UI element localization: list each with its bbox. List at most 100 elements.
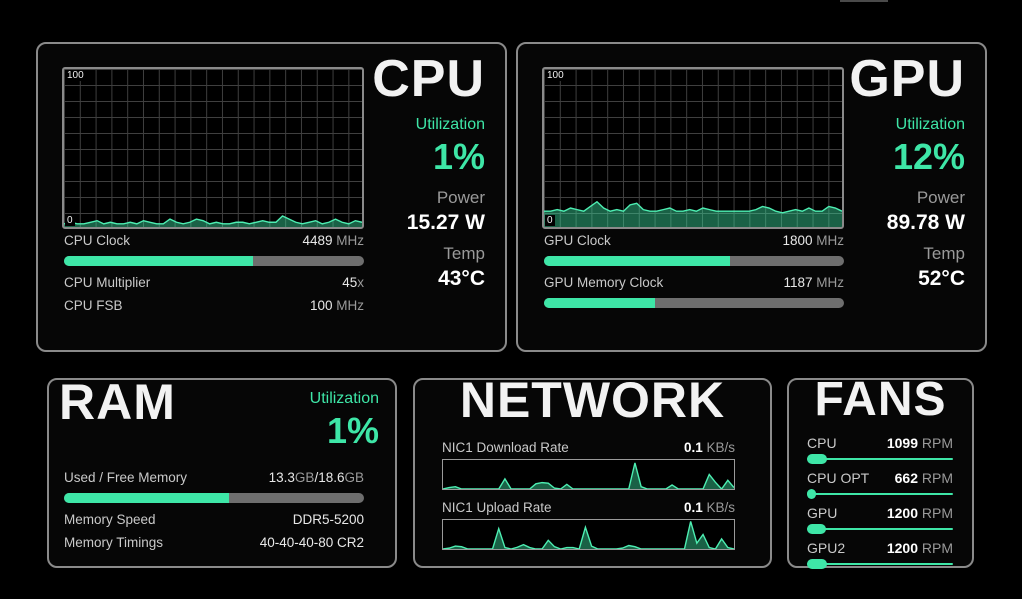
ram-utilization-label: Utilization bbox=[309, 390, 379, 407]
fan-gpu2-row: GPU2 1200 RPM bbox=[807, 540, 953, 556]
cpu-clock-row: CPU Clock 4489 MHz bbox=[64, 233, 364, 248]
network-panel-title: NETWORK bbox=[459, 372, 726, 428]
cpu-clock-bar-fill bbox=[64, 256, 253, 266]
gpu-graph-ymin-label: 0 bbox=[545, 215, 555, 226]
fan-cpu-slider-handle[interactable] bbox=[807, 454, 828, 464]
fan-gpu-row: GPU 1200 RPM bbox=[807, 505, 953, 521]
fan-item-gpu: GPU 1200 RPM bbox=[807, 505, 953, 534]
gpu-memory-clock-bar bbox=[544, 298, 844, 308]
cpu-utilization-sparkline bbox=[64, 69, 362, 227]
ram-usage-bar-fill bbox=[64, 493, 229, 503]
fan-item-cpu-opt: CPU OPT 662 RPM bbox=[807, 470, 953, 499]
cpu-panel: 100 0 CPU Utilization 1% Power 15.27 W T… bbox=[36, 42, 507, 352]
gpu-clock-value: 1800 MHz bbox=[782, 233, 844, 248]
nic1-download-sparkline bbox=[443, 460, 734, 489]
gpu-temp-value: 52°C bbox=[918, 267, 965, 290]
gpu-clock-row: GPU Clock 1800 MHz bbox=[544, 233, 844, 248]
cpu-power-label: Power bbox=[436, 188, 485, 207]
cpu-temp-value: 43°C bbox=[438, 267, 485, 290]
cpu-clock-label: CPU Clock bbox=[64, 233, 131, 248]
nic1-download-label: NIC1 Download Rate bbox=[442, 440, 569, 455]
ram-used-free-row: Used / Free Memory 13.3GB/18.6GB bbox=[64, 470, 364, 485]
ram-timings-value: 40-40-40-80 CR2 bbox=[259, 535, 364, 550]
fan-gpu-label: GPU bbox=[807, 505, 838, 521]
cpu-detail-rows: CPU Clock 4489 MHz CPU Multiplier 45x CP… bbox=[64, 233, 364, 321]
cpu-multiplier-label: CPU Multiplier bbox=[64, 275, 151, 290]
fan-gpu2-rpm: 1200 RPM bbox=[886, 540, 953, 556]
cpu-graph-ymax-label: 100 bbox=[65, 70, 86, 81]
cpu-stats-column: CPU Utilization 1% Power 15.27 W Temp 43… bbox=[372, 52, 485, 300]
ram-usage-bar bbox=[64, 493, 364, 503]
fan-list: CPU 1099 RPM CPU OPT 662 RPM bbox=[807, 435, 953, 575]
gpu-power-label: Power bbox=[916, 188, 965, 207]
cpu-fsb-row: CPU FSB 100 MHz bbox=[64, 298, 364, 313]
fan-gpu-slider[interactable] bbox=[807, 524, 953, 534]
ram-utilization-value: 1% bbox=[326, 410, 379, 451]
ram-speed-value: DDR5-5200 bbox=[292, 512, 364, 527]
fan-gpu2-label: GPU2 bbox=[807, 540, 846, 556]
nic1-upload-rate: 0.1 KB/s bbox=[683, 500, 735, 515]
cpu-clock-bar bbox=[64, 256, 364, 266]
cpu-temp-label: Temp bbox=[443, 244, 485, 263]
fan-cpu-slider[interactable] bbox=[807, 454, 953, 464]
ram-timings-label: Memory Timings bbox=[64, 535, 164, 550]
fan-cpu-opt-row: CPU OPT 662 RPM bbox=[807, 470, 953, 486]
nic1-upload-sparkline bbox=[443, 520, 734, 549]
gpu-graph-ymax-label: 100 bbox=[545, 70, 566, 81]
fan-gpu-rpm: 1200 RPM bbox=[886, 505, 953, 521]
ram-used-free-label: Used / Free Memory bbox=[64, 470, 188, 485]
ram-utilization-block: Utilization 1% bbox=[310, 390, 379, 462]
fan-cpu-opt-slider-handle[interactable] bbox=[807, 489, 816, 499]
gpu-clock-bar bbox=[544, 256, 844, 266]
nic1-download-graph bbox=[442, 459, 735, 490]
network-panel: NETWORK NIC1 Download Rate 0.1 KB/s NIC1… bbox=[413, 372, 772, 568]
fan-gpu-slider-handle[interactable] bbox=[807, 524, 826, 534]
fans-panel: FANS CPU 1099 RPM CPU OPT 662 RPM bbox=[787, 373, 974, 569]
cpu-clock-value: 4489 MHz bbox=[302, 233, 364, 248]
nic1-upload-graph bbox=[442, 519, 735, 550]
gpu-utilization-label: Utilization bbox=[895, 116, 965, 133]
nic1-download-rate: 0.1 KB/s bbox=[683, 440, 735, 455]
gpu-memory-clock-bar-fill bbox=[544, 298, 655, 308]
cpu-utilization-label: Utilization bbox=[415, 116, 485, 133]
gpu-utilization-sparkline bbox=[544, 69, 842, 227]
fan-cpu-rpm: 1099 RPM bbox=[886, 435, 953, 451]
nic1-upload-label: NIC1 Upload Rate bbox=[442, 500, 552, 515]
gpu-detail-rows: GPU Clock 1800 MHz GPU Memory Clock 1187… bbox=[544, 233, 844, 317]
cpu-power-value: 15.27 W bbox=[406, 211, 485, 234]
ram-used-free-value: 13.3GB/18.6GB bbox=[268, 470, 364, 485]
cpu-graph-ymin-label: 0 bbox=[65, 215, 75, 226]
gpu-panel: 100 0 GPU Utilization 12% Power 89.78 W … bbox=[516, 42, 987, 352]
fan-cpu-row: CPU 1099 RPM bbox=[807, 435, 953, 451]
fan-gpu-slider-track bbox=[807, 528, 953, 530]
gpu-temp-label: Temp bbox=[923, 244, 965, 263]
gpu-clock-label: GPU Clock bbox=[544, 233, 611, 248]
ram-panel: RAM Utilization 1% Used / Free Memory 13… bbox=[47, 374, 397, 568]
ram-panel-title: RAM bbox=[59, 374, 176, 430]
cpu-fsb-value: 100 MHz bbox=[309, 298, 364, 313]
fan-cpu-slider-track bbox=[807, 458, 953, 460]
cpu-multiplier-value: 45x bbox=[342, 275, 364, 290]
gpu-panel-title: GPU bbox=[849, 50, 965, 108]
gpu-clock-bar-fill bbox=[544, 256, 730, 266]
cpu-panel-title: CPU bbox=[372, 50, 485, 108]
fan-gpu2-slider-handle[interactable] bbox=[807, 559, 828, 569]
fan-gpu2-slider[interactable] bbox=[807, 559, 953, 569]
cpu-utilization-graph: 100 0 bbox=[62, 67, 364, 229]
fan-item-gpu2: GPU2 1200 RPM bbox=[807, 540, 953, 569]
cpu-fsb-label: CPU FSB bbox=[64, 298, 123, 313]
ram-speed-row: Memory Speed DDR5-5200 bbox=[64, 512, 364, 527]
cpu-utilization-value: 1% bbox=[432, 136, 485, 177]
fan-cpu-opt-rpm: 662 RPM bbox=[894, 470, 953, 486]
gpu-memory-clock-row: GPU Memory Clock 1187 MHz bbox=[544, 275, 844, 290]
gpu-power-value: 89.78 W bbox=[886, 211, 965, 234]
nic1-upload-block: NIC1 Upload Rate 0.1 KB/s bbox=[442, 500, 735, 550]
fan-cpu-opt-slider[interactable] bbox=[807, 489, 953, 499]
gpu-utilization-graph: 100 0 bbox=[542, 67, 844, 229]
fan-cpu-opt-label: CPU OPT bbox=[807, 470, 870, 486]
cpu-multiplier-row: CPU Multiplier 45x bbox=[64, 275, 364, 290]
fans-panel-title: FANS bbox=[814, 373, 947, 426]
fan-item-cpu: CPU 1099 RPM bbox=[807, 435, 953, 464]
nic1-upload-row: NIC1 Upload Rate 0.1 KB/s bbox=[442, 500, 735, 515]
